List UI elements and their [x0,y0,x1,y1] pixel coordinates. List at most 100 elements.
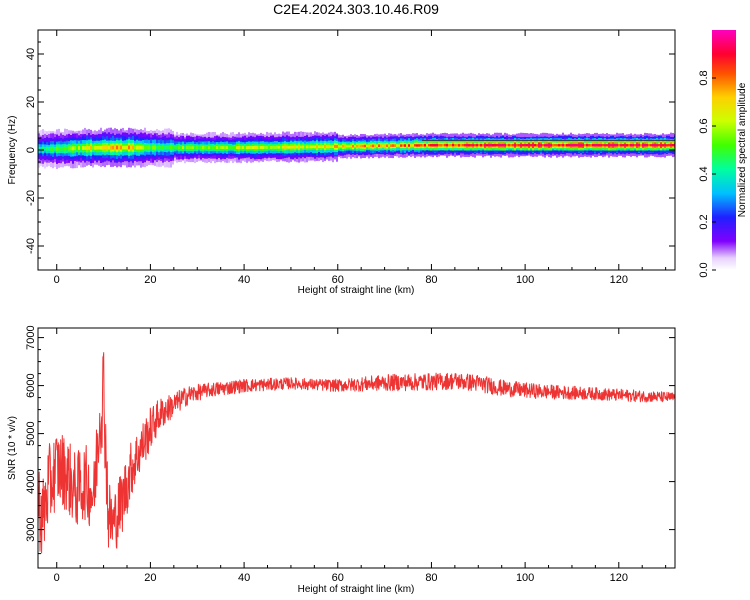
heatmap-cell [444,143,446,147]
heatmap-cell [584,144,586,147]
heatmap-cell [482,143,484,147]
heatmap-cell [352,144,354,148]
heatmap-cell [220,145,222,149]
heatmap-cell [96,145,98,150]
heatmap-cell [162,145,164,150]
heatmap-cell [188,146,190,150]
heatmap-cell [484,143,486,147]
heatmap-cell [238,146,240,150]
heatmap-cell [508,143,510,147]
heatmap-cell [428,144,430,147]
heatmap-cell [480,143,482,147]
heatmap-cell [154,145,156,150]
heatmap-cell [200,146,202,150]
heatmap-cell [46,147,48,151]
heatmap-cell [586,143,588,147]
heatmap-cell [126,145,128,150]
heatmap-cell [196,146,198,150]
heatmap-cell [456,143,458,147]
heatmap-cell [174,146,176,150]
heatmap-cell [518,143,520,147]
heatmap-cell [252,145,254,150]
heatmap-cell [558,144,560,147]
heatmap-cell [120,145,122,150]
heatmap-cell [370,144,372,148]
heatmap-cell [672,143,674,147]
y-tick-label: 5000 [25,421,37,445]
heatmap-cell [464,143,466,147]
heatmap-cell [608,143,610,147]
heatmap-cell [396,144,398,147]
heatmap-cell [178,146,180,150]
heatmap-cell [574,143,576,147]
heatmap-cell [292,145,294,149]
heatmap-cell [98,145,100,150]
y-tick-label: 6000 [25,373,37,397]
heatmap-cell [224,145,226,150]
y-tick-label: 20 [25,96,37,108]
colorbar-label: Normalized spectral amplitude [737,82,748,217]
heatmap-cell [404,144,406,147]
heatmap-cell [336,144,338,148]
x-tick-label: 40 [238,274,250,286]
heatmap-cell [110,145,112,150]
heatmap-cell [244,146,246,150]
heatmap-cell [512,143,514,147]
heatmap-cell [206,146,208,150]
heatmap-cell [258,146,260,150]
heatmap-cell [530,143,532,147]
heatmap-cell [248,145,250,150]
heatmap-cell [372,144,374,148]
heatmap-cell [552,144,554,147]
colorbar-tick-label: 0.4 [698,166,710,181]
heatmap-cell [356,144,358,148]
heatmap-cell [654,144,656,147]
heatmap-cell [186,146,188,149]
heatmap-cell [614,144,616,147]
heatmap-cell [438,144,440,147]
heatmap-cell [664,143,666,147]
heatmap-cell [670,144,672,147]
heatmap-cell [618,143,620,147]
heatmap-cell [140,145,142,150]
heatmap-cell [152,145,154,150]
x-tick-label: 0 [54,572,60,584]
heatmap-cell [260,145,262,149]
heatmap-cell [564,144,566,147]
heatmap-cell [190,146,192,150]
heatmap-cell [76,146,78,151]
heatmap-cell [542,144,544,147]
heatmap-cell [644,144,646,147]
heatmap-cell [348,145,350,148]
heatmap-cell [556,144,558,147]
heatmap-cell [262,145,264,149]
heatmap-cell [60,146,62,151]
heatmap-cell [202,145,204,150]
colorbar-ticks: 0.0 0.2 0.4 0.6 0.8 [698,70,716,278]
heatmap-cell [294,145,296,149]
heatmap-cell [398,144,400,147]
heatmap-cell [660,144,662,147]
heatmap-cell [232,146,234,150]
snr-ticks: 0 20 40 60 80 100 120 3000 4000 5000 6000 7000 [25,325,675,584]
spectrogram-heatmap [38,127,675,169]
heatmap-cell [474,144,476,147]
heatmap-cell [146,145,148,150]
colorbar-gradient [712,30,736,270]
heatmap-cell [88,146,90,150]
x-tick-label: 100 [516,572,534,584]
heatmap-cell [514,144,516,147]
heatmap-cell [328,144,330,149]
heatmap-cell [394,144,396,147]
heatmap-cell [68,146,70,151]
heatmap-cell [460,143,462,147]
heatmap-cell [594,143,596,147]
y-tick-label: 0 [25,147,37,153]
heatmap-cell [106,145,108,150]
heatmap-cell [432,143,434,147]
heatmap-cell [566,144,568,147]
heatmap-cell [298,145,300,149]
x-tick-label: 60 [332,274,344,286]
heatmap-cell [108,145,110,150]
heatmap-cell [568,143,570,147]
